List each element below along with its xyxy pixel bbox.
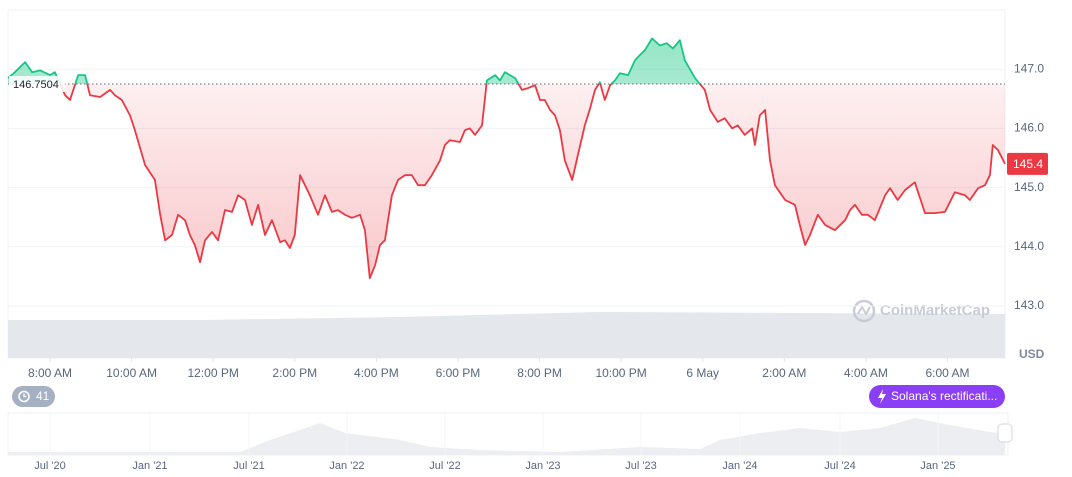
current-price-bg bbox=[1007, 152, 1048, 175]
baseline-label-bg bbox=[9, 75, 65, 92]
baseline-label: 146.7504 bbox=[13, 79, 59, 91]
y-tick-label: 144.0 bbox=[1014, 239, 1044, 253]
navigator-area bbox=[8, 418, 1005, 455]
y-tick-label: 146.0 bbox=[1014, 121, 1044, 135]
x-tick-label: 2:00 PM bbox=[272, 366, 317, 380]
events-badge[interactable]: 41 bbox=[12, 386, 55, 407]
volume-strip bbox=[8, 312, 1005, 358]
x-tick-label: 6:00 AM bbox=[925, 366, 969, 380]
navigator-label: Jan '23 bbox=[525, 460, 560, 472]
navigator-label: Jul '20 bbox=[34, 460, 65, 472]
y-tick-label: 147.0 bbox=[1014, 61, 1044, 75]
x-tick-label: 2:00 AM bbox=[762, 366, 806, 380]
x-tick-label: 4:00 AM bbox=[844, 366, 888, 380]
news-tag-text: Solana's rectificati... bbox=[891, 389, 997, 403]
current-price-label: 145.4 bbox=[1013, 157, 1043, 171]
x-tick-label: 10:00 PM bbox=[595, 366, 646, 380]
navigator-label: Jul '21 bbox=[233, 460, 264, 472]
navigator-label: Jul '24 bbox=[824, 460, 855, 472]
navigator-label: Jul '22 bbox=[429, 460, 460, 472]
y-tick-label: 145.0 bbox=[1014, 180, 1044, 194]
price-line-up bbox=[7, 37, 702, 84]
x-tick-label: 10:00 AM bbox=[106, 366, 157, 380]
navigator[interactable] bbox=[7, 412, 1013, 456]
news-tag[interactable]: Solana's rectificati... bbox=[869, 385, 1005, 408]
x-tick-label: 8:00 AM bbox=[28, 366, 72, 380]
navigator-label: Jan '22 bbox=[329, 460, 364, 472]
plot: 143.0 144.0 145.0 146.0 147.0 8:00 AM 10:00 AM… bbox=[7, 37, 1048, 380]
navigator-label: Jan '25 bbox=[920, 460, 955, 472]
y-tick-label: 143.0 bbox=[1014, 298, 1044, 312]
x-tick-label: 6 May bbox=[686, 366, 719, 380]
price-area-up bbox=[8, 38, 1005, 84]
x-tick-label: 4:00 PM bbox=[354, 366, 399, 380]
x-tick-label: 8:00 PM bbox=[517, 366, 562, 380]
watermark-text: CoinMarketCap bbox=[880, 302, 990, 319]
navigator-label: Jan '21 bbox=[132, 460, 167, 472]
price-line-down bbox=[59, 83, 1006, 280]
navigator-handle[interactable] bbox=[997, 423, 1013, 443]
x-tick-label: 12:00 PM bbox=[188, 366, 239, 380]
currency-label: USD bbox=[1019, 347, 1045, 361]
events-count: 41 bbox=[36, 389, 50, 403]
navigator-label: Jan '24 bbox=[722, 460, 757, 472]
navigator-label: Jul '23 bbox=[625, 460, 656, 472]
x-tick-label: 6:00 PM bbox=[436, 366, 481, 380]
price-area-down bbox=[60, 83, 1005, 279]
